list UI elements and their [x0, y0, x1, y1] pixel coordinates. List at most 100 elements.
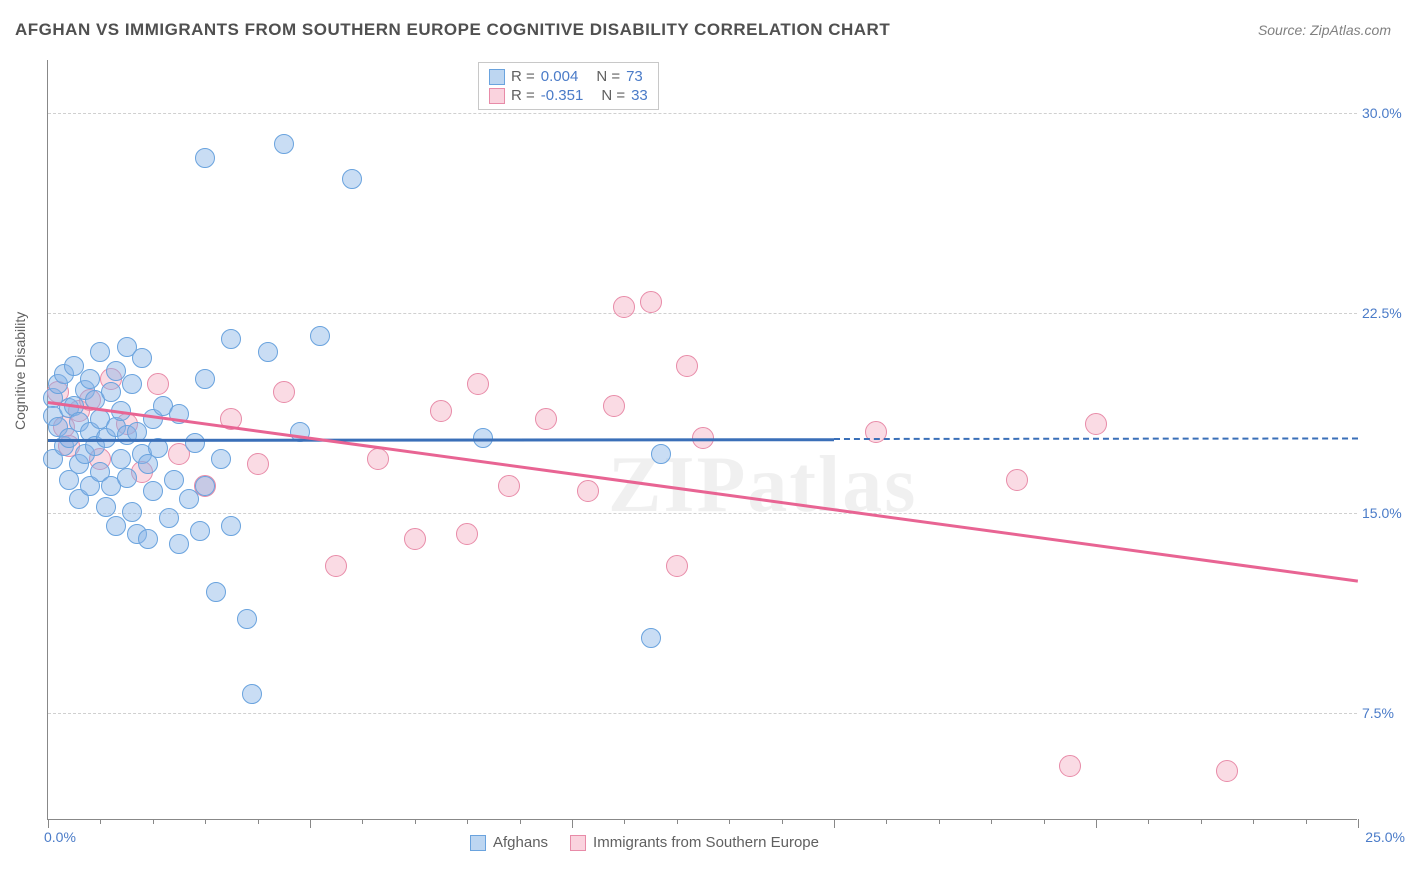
chart-source: Source: ZipAtlas.com: [1258, 22, 1391, 38]
data-point: [498, 475, 520, 497]
x-tick: [1096, 819, 1097, 828]
legend-swatch: [489, 88, 505, 104]
data-point: [342, 169, 362, 189]
y-tick-label: 30.0%: [1362, 105, 1406, 121]
data-point: [242, 684, 262, 704]
data-point: [247, 453, 269, 475]
stat-r-value: 0.004: [541, 68, 579, 85]
y-tick-label: 7.5%: [1362, 705, 1406, 721]
x-tick: [467, 819, 468, 824]
x-tick: [1253, 819, 1254, 824]
legend-label: Immigrants from Southern Europe: [593, 834, 819, 851]
data-point: [274, 134, 294, 154]
data-point: [456, 523, 478, 545]
data-point: [138, 529, 158, 549]
data-point: [169, 534, 189, 554]
data-point: [221, 329, 241, 349]
x-tick-label-right: 25.0%: [1365, 829, 1405, 845]
trend-line: [48, 438, 834, 441]
x-tick: [1306, 819, 1307, 824]
legend-item: Afghans: [470, 834, 548, 851]
chart-title: AFGHAN VS IMMIGRANTS FROM SOUTHERN EUROP…: [15, 20, 890, 40]
data-point: [467, 373, 489, 395]
stats-legend-box: R = 0.004 N = 73 R = -0.351 N = 33: [478, 62, 659, 110]
stats-row: R = -0.351 N = 33: [489, 86, 648, 105]
x-tick-label-left: 0.0%: [44, 829, 76, 845]
data-point: [159, 508, 179, 528]
data-point: [211, 449, 231, 469]
x-tick: [153, 819, 154, 824]
y-tick-label: 22.5%: [1362, 305, 1406, 321]
stat-n-value: 33: [631, 87, 648, 104]
data-point: [258, 342, 278, 362]
data-point: [132, 348, 152, 368]
data-point: [865, 421, 887, 443]
data-point: [101, 382, 121, 402]
data-point: [640, 291, 662, 313]
data-point: [430, 400, 452, 422]
data-point: [676, 355, 698, 377]
data-point: [237, 609, 257, 629]
x-tick: [677, 819, 678, 824]
plot-area: ZIPatlas R = 0.004N = 73R = -0.351N = 33…: [47, 60, 1357, 820]
x-tick: [782, 819, 783, 824]
data-point: [273, 381, 295, 403]
data-point: [195, 476, 215, 496]
data-point: [1216, 760, 1238, 782]
stat-n-value: 73: [626, 68, 643, 85]
data-point: [206, 582, 226, 602]
x-tick: [415, 819, 416, 824]
stat-r-value: -0.351: [541, 87, 584, 104]
stat-n-label: N =: [596, 68, 620, 85]
legend-swatch: [489, 69, 505, 85]
data-point: [603, 395, 625, 417]
legend-label: Afghans: [493, 834, 548, 851]
data-point: [221, 516, 241, 536]
data-point: [1006, 469, 1028, 491]
data-point: [190, 521, 210, 541]
x-tick: [520, 819, 521, 824]
legend-swatch: [570, 835, 586, 851]
legend-swatch: [470, 835, 486, 851]
legend-item: Immigrants from Southern Europe: [570, 834, 819, 851]
trend-line: [834, 437, 1358, 440]
x-tick: [886, 819, 887, 824]
x-tick: [834, 819, 835, 828]
data-point: [613, 296, 635, 318]
stats-row: R = 0.004 N = 73: [489, 67, 648, 86]
data-point: [185, 433, 205, 453]
x-tick: [310, 819, 311, 828]
data-point: [577, 480, 599, 502]
gridline: [48, 113, 1357, 114]
x-tick: [258, 819, 259, 824]
x-tick: [729, 819, 730, 824]
x-tick: [362, 819, 363, 824]
data-point: [143, 481, 163, 501]
stat-r-label: R =: [511, 87, 535, 104]
y-tick-label: 15.0%: [1362, 505, 1406, 521]
x-tick: [1358, 819, 1359, 828]
x-tick: [1044, 819, 1045, 824]
data-point: [535, 408, 557, 430]
x-tick: [991, 819, 992, 824]
y-axis-label: Cognitive Disability: [12, 312, 28, 430]
x-tick: [48, 819, 49, 828]
data-point: [195, 148, 215, 168]
data-point: [195, 369, 215, 389]
stat-n-label: N =: [601, 87, 625, 104]
gridline: [48, 713, 1357, 714]
x-tick: [100, 819, 101, 824]
data-point: [122, 374, 142, 394]
data-point: [641, 628, 661, 648]
data-point: [80, 369, 100, 389]
data-point: [404, 528, 426, 550]
data-point: [367, 448, 389, 470]
x-tick: [205, 819, 206, 824]
x-tick: [572, 819, 573, 828]
data-point: [666, 555, 688, 577]
data-point: [651, 444, 671, 464]
data-point: [1085, 413, 1107, 435]
data-point: [147, 373, 169, 395]
data-point: [310, 326, 330, 346]
stat-r-label: R =: [511, 68, 535, 85]
